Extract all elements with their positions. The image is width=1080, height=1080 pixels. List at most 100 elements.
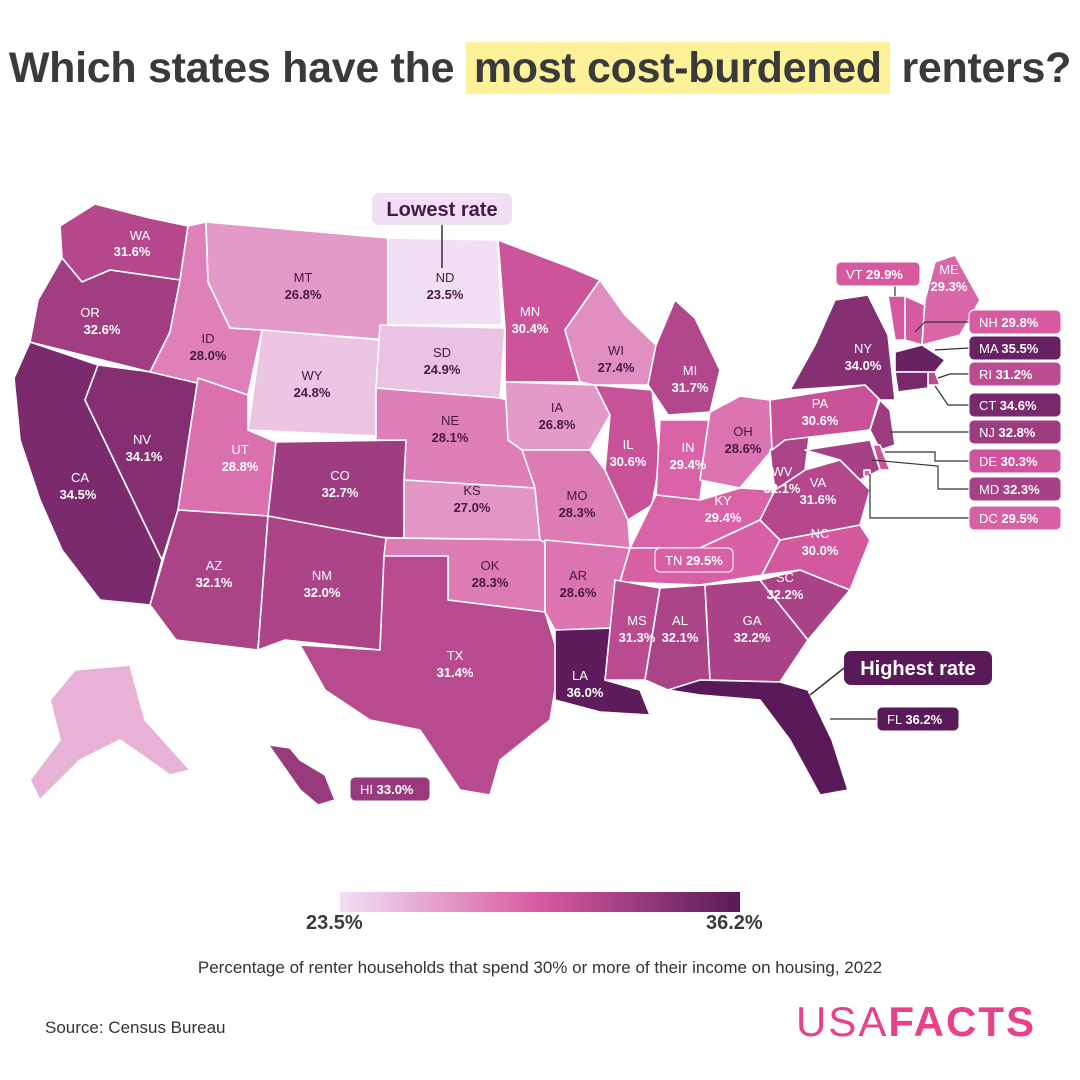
page-title: Which states have the most cost-burdened… <box>0 42 1080 94</box>
label-value-ga: 32.2% <box>734 630 771 645</box>
box-label-fl: FL 36.2% <box>887 712 943 727</box>
label-value-ar: 28.6% <box>560 585 597 600</box>
state-labels: WA31.6%OR32.6%CA34.5%NV34.1%ID28.0%MT26.… <box>60 228 968 700</box>
box-label-ma: MA 35.5% <box>979 341 1039 356</box>
highest-rate-callout-box <box>844 651 992 685</box>
state-ia <box>504 381 611 451</box>
box-ct <box>968 392 1062 418</box>
box-label-ri: RI 31.2% <box>979 367 1033 382</box>
label-code-ms: MS <box>627 613 647 628</box>
label-value-wa: 31.6% <box>114 244 151 259</box>
state-ny <box>789 294 896 401</box>
label-value-id: 28.0% <box>190 348 227 363</box>
label-code-tx: TX <box>447 648 464 663</box>
state-wy <box>247 329 381 437</box>
label-code-ny: NY <box>854 341 872 356</box>
label-value-tx: 31.4% <box>437 665 474 680</box>
label-code-sc: SC <box>776 570 794 585</box>
label-value-ok: 28.3% <box>472 575 509 590</box>
state-nj <box>869 399 896 451</box>
title-after: renters? <box>901 44 1072 92</box>
box-label-nj: NJ 32.8% <box>979 425 1036 440</box>
leader-line <box>871 459 969 490</box>
state-fl <box>667 679 849 796</box>
source-note: Source: Census Bureau <box>45 1018 226 1037</box>
label-value-la: 36.0% <box>567 685 604 700</box>
label-value-ne: 28.1% <box>432 430 469 445</box>
box-md <box>968 476 1062 502</box>
label-code-me: ME <box>939 262 959 277</box>
label-code-oh: OH <box>733 424 753 439</box>
label-value-sd: 24.9% <box>424 362 461 377</box>
label-code-al: AL <box>672 613 688 628</box>
state-az <box>149 509 269 651</box>
highest-rate-callout-text: Highest rate <box>860 658 976 680</box>
box-label-vt: VT 29.9% <box>846 267 903 282</box>
state-hi <box>264 739 336 806</box>
lowest-rate-callout-box <box>372 193 512 225</box>
label-code-pa: PA <box>812 396 829 411</box>
title-before: Which states have the <box>8 44 455 92</box>
label-value-sc: 32.2% <box>767 587 804 602</box>
label-value-ks: 27.0% <box>454 500 491 515</box>
label-code-mo: MO <box>567 488 588 503</box>
state-wa <box>59 203 189 283</box>
label-code-az: AZ <box>206 558 223 573</box>
state-ma <box>894 344 946 373</box>
label-value-mt: 26.8% <box>285 287 322 302</box>
state-tx <box>299 555 561 796</box>
brand-part1: USA <box>795 998 889 1045</box>
label-value-nc: 30.0% <box>802 543 839 558</box>
state-dc <box>863 469 871 477</box>
state-ct <box>894 371 929 393</box>
label-code-in: IN <box>682 440 695 455</box>
label-code-ga: GA <box>743 613 762 628</box>
box-nh <box>968 309 1062 335</box>
box-nj <box>968 419 1062 445</box>
box-ri <box>968 361 1062 387</box>
label-value-ia: 26.8% <box>539 417 576 432</box>
label-value-co: 32.7% <box>322 485 359 500</box>
leader-line <box>937 373 969 379</box>
usafacts-logo: USAFACTS <box>796 998 1036 1046</box>
label-value-al: 32.1% <box>662 630 699 645</box>
label-value-ut: 28.8% <box>222 459 259 474</box>
leader-line <box>934 385 969 406</box>
label-code-ut: UT <box>231 442 248 457</box>
box-label-md: MD 32.3% <box>979 482 1040 497</box>
state-nd <box>387 237 503 326</box>
label-value-ny: 34.0% <box>845 358 882 373</box>
box-hi <box>349 776 431 802</box>
label-value-nv: 34.1% <box>126 449 163 464</box>
state-il <box>594 384 661 521</box>
label-code-wv: WV <box>772 464 793 479</box>
label-code-wa: WA <box>130 228 151 243</box>
box-de <box>968 448 1062 474</box>
leader-line <box>914 321 969 333</box>
brand-part2: FACTS <box>888 998 1036 1045</box>
label-code-la: LA <box>572 668 588 683</box>
state-va <box>759 459 871 541</box>
label-code-ar: AR <box>569 568 587 583</box>
label-code-mn: MN <box>520 304 540 319</box>
label-value-or: 32.6% <box>84 322 121 337</box>
label-value-oh: 28.6% <box>725 441 762 456</box>
label-code-co: CO <box>330 468 350 483</box>
label-code-ca: CA <box>71 470 89 485</box>
label-code-nd: ND <box>436 270 455 285</box>
state-ga <box>704 579 809 683</box>
box-label-nh: NH 29.8% <box>979 315 1039 330</box>
label-code-nc: NC <box>811 526 830 541</box>
box-label-hi: HI 33.0% <box>360 782 414 797</box>
label-code-nv: NV <box>133 432 151 447</box>
label-value-wi: 27.4% <box>598 360 635 375</box>
box-tn <box>654 547 734 573</box>
label-value-mi: 31.7% <box>672 380 709 395</box>
box-label-de: DE 30.3% <box>979 454 1038 469</box>
label-value-il: 30.6% <box>610 454 647 469</box>
label-value-mo: 28.3% <box>559 505 596 520</box>
state-shapes <box>13 203 981 806</box>
label-code-ky: KY <box>714 493 732 508</box>
leader-line <box>885 451 969 462</box>
leader-line <box>869 474 969 519</box>
